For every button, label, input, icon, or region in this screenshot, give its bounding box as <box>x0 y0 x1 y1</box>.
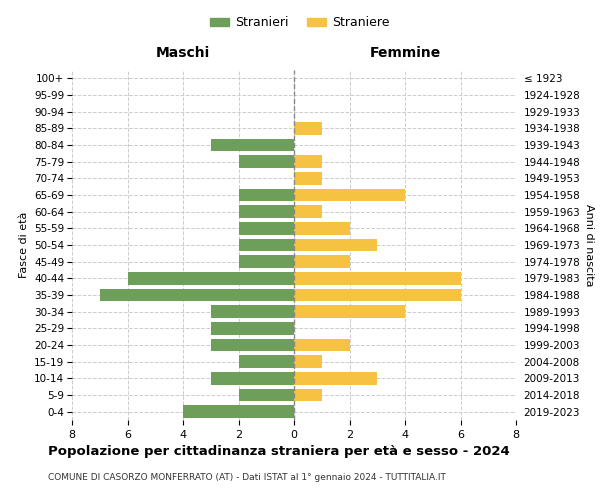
Bar <box>211 372 294 384</box>
Bar <box>128 272 294 284</box>
Bar <box>239 188 294 201</box>
Text: Popolazione per cittadinanza straniera per età e sesso - 2024: Popolazione per cittadinanza straniera p… <box>48 445 510 458</box>
Bar <box>294 306 405 318</box>
Bar <box>294 206 322 218</box>
Legend: Stranieri, Straniere: Stranieri, Straniere <box>205 11 395 34</box>
Bar <box>211 138 294 151</box>
Y-axis label: Fasce di età: Fasce di età <box>19 212 29 278</box>
Bar <box>294 356 322 368</box>
Text: COMUNE DI CASORZO MONFERRATO (AT) - Dati ISTAT al 1° gennaio 2024 - TUTTITALIA.I: COMUNE DI CASORZO MONFERRATO (AT) - Dati… <box>48 473 446 482</box>
Y-axis label: Anni di nascita: Anni di nascita <box>584 204 594 286</box>
Bar <box>239 256 294 268</box>
Bar <box>211 322 294 334</box>
Bar <box>294 289 461 301</box>
Bar <box>294 239 377 251</box>
Bar <box>294 339 349 351</box>
Bar <box>239 389 294 401</box>
Bar <box>239 239 294 251</box>
Bar <box>239 206 294 218</box>
Bar <box>294 172 322 184</box>
Bar <box>100 289 294 301</box>
Bar <box>294 222 349 234</box>
Bar <box>211 339 294 351</box>
Bar <box>294 389 322 401</box>
Bar <box>211 306 294 318</box>
Bar <box>294 372 377 384</box>
Bar <box>183 406 294 418</box>
Bar <box>239 356 294 368</box>
Bar <box>294 156 322 168</box>
Bar <box>294 256 349 268</box>
Bar <box>294 188 405 201</box>
Bar <box>239 156 294 168</box>
Bar <box>239 222 294 234</box>
Bar <box>294 272 461 284</box>
Bar <box>294 122 322 134</box>
